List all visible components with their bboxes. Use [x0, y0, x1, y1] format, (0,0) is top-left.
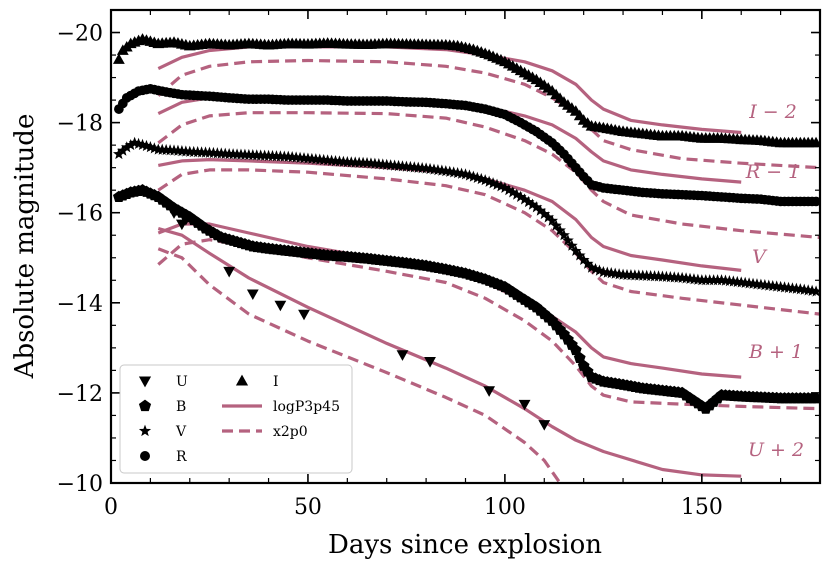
legend-marker [235, 374, 249, 386]
data-point [124, 138, 137, 151]
data-point [573, 351, 586, 364]
data-point [538, 207, 551, 220]
data-point [498, 181, 511, 193]
data-point [550, 219, 562, 231]
x-tick-label: 0 [104, 495, 118, 520]
data-point [506, 186, 519, 198]
band-label: I − 2 [748, 101, 797, 123]
data-point [577, 253, 590, 266]
band-label: V [752, 246, 768, 268]
legend-label: U [176, 374, 188, 390]
data-point [569, 343, 582, 356]
data-point [554, 224, 566, 236]
data-point [116, 144, 129, 156]
data-point [534, 204, 547, 216]
model-x2p0-u [157, 247, 562, 483]
model-x2p0-r [157, 111, 820, 240]
series-i [112, 33, 820, 148]
data-point [223, 266, 236, 278]
band-label: R − 1 [745, 161, 800, 183]
legend-label: B [176, 399, 186, 415]
series-r [114, 83, 820, 207]
y-tick-label: −12 [57, 382, 103, 407]
series-v [112, 136, 820, 297]
data-point [562, 234, 574, 246]
y-tick-label: −18 [57, 112, 103, 137]
data-point [246, 289, 259, 300]
data-point [112, 147, 125, 160]
y-tick-label: −14 [57, 292, 103, 317]
band-label: B + 1 [748, 341, 803, 363]
data-point [179, 215, 192, 226]
axis-ticks: 0 50 100 150 −20 −18 −16 −14 −12 −10 [57, 9, 820, 520]
data-point [479, 174, 492, 186]
data-point [120, 141, 133, 153]
y-tick-label: −20 [57, 22, 103, 47]
model-logP3p45-v [158, 158, 742, 272]
data-point [569, 244, 582, 257]
series-u [168, 208, 551, 431]
data-point [538, 420, 551, 431]
data-point [518, 399, 531, 411]
data-point [530, 201, 543, 213]
legend-marker [140, 451, 150, 461]
data-point [526, 198, 539, 210]
model-x2p0-i [157, 58, 820, 170]
data-point [589, 262, 602, 275]
legend-box [119, 364, 353, 474]
data-point [810, 392, 820, 404]
data-point [396, 350, 409, 361]
legend-marker [138, 399, 152, 412]
legend-label: I [273, 374, 279, 390]
legend-label: V [175, 424, 187, 440]
data-point [483, 386, 496, 397]
model-x2p0-v [157, 168, 820, 316]
x-tick-label: 150 [681, 495, 723, 520]
data-point [518, 193, 531, 205]
data-points [112, 33, 820, 431]
series-b [112, 183, 820, 414]
legend-label: logP3p45 [273, 399, 340, 415]
y-axis-label: Absolute magnitude [10, 114, 40, 380]
data-point [274, 300, 287, 312]
data-point [810, 285, 820, 297]
x-axis-label: Days since explosion [328, 530, 602, 560]
data-point [585, 261, 598, 273]
data-point [811, 196, 820, 207]
y-tick-label: −16 [57, 202, 103, 227]
data-point [546, 214, 559, 226]
band-labels: I − 2 R − 1 V B + 1 U + 2 [745, 101, 804, 461]
x-tick-label: 50 [294, 495, 322, 520]
legend-label: R [176, 449, 187, 465]
data-point [491, 178, 503, 190]
data-point [168, 208, 180, 219]
legend-marker [138, 376, 152, 388]
data-point [514, 190, 527, 202]
data-point [522, 195, 535, 208]
data-point [424, 357, 436, 368]
legend-label: x2p0 [273, 424, 308, 440]
data-point [112, 53, 125, 64]
data-point [495, 180, 507, 192]
band-label: U + 2 [748, 439, 804, 461]
data-point [565, 239, 578, 251]
data-point [542, 211, 555, 223]
data-point [487, 177, 499, 189]
data-point [581, 257, 594, 269]
data-point [483, 175, 496, 187]
data-point [573, 249, 586, 261]
data-point [558, 229, 570, 241]
legend-marker [138, 424, 152, 437]
data-point [510, 188, 523, 200]
x-tick-label: 100 [484, 495, 526, 520]
data-point [298, 309, 310, 321]
y-tick-label: −10 [57, 472, 103, 497]
model-logP3p45-u [157, 226, 742, 478]
data-point [502, 183, 515, 196]
data-point [593, 264, 606, 276]
